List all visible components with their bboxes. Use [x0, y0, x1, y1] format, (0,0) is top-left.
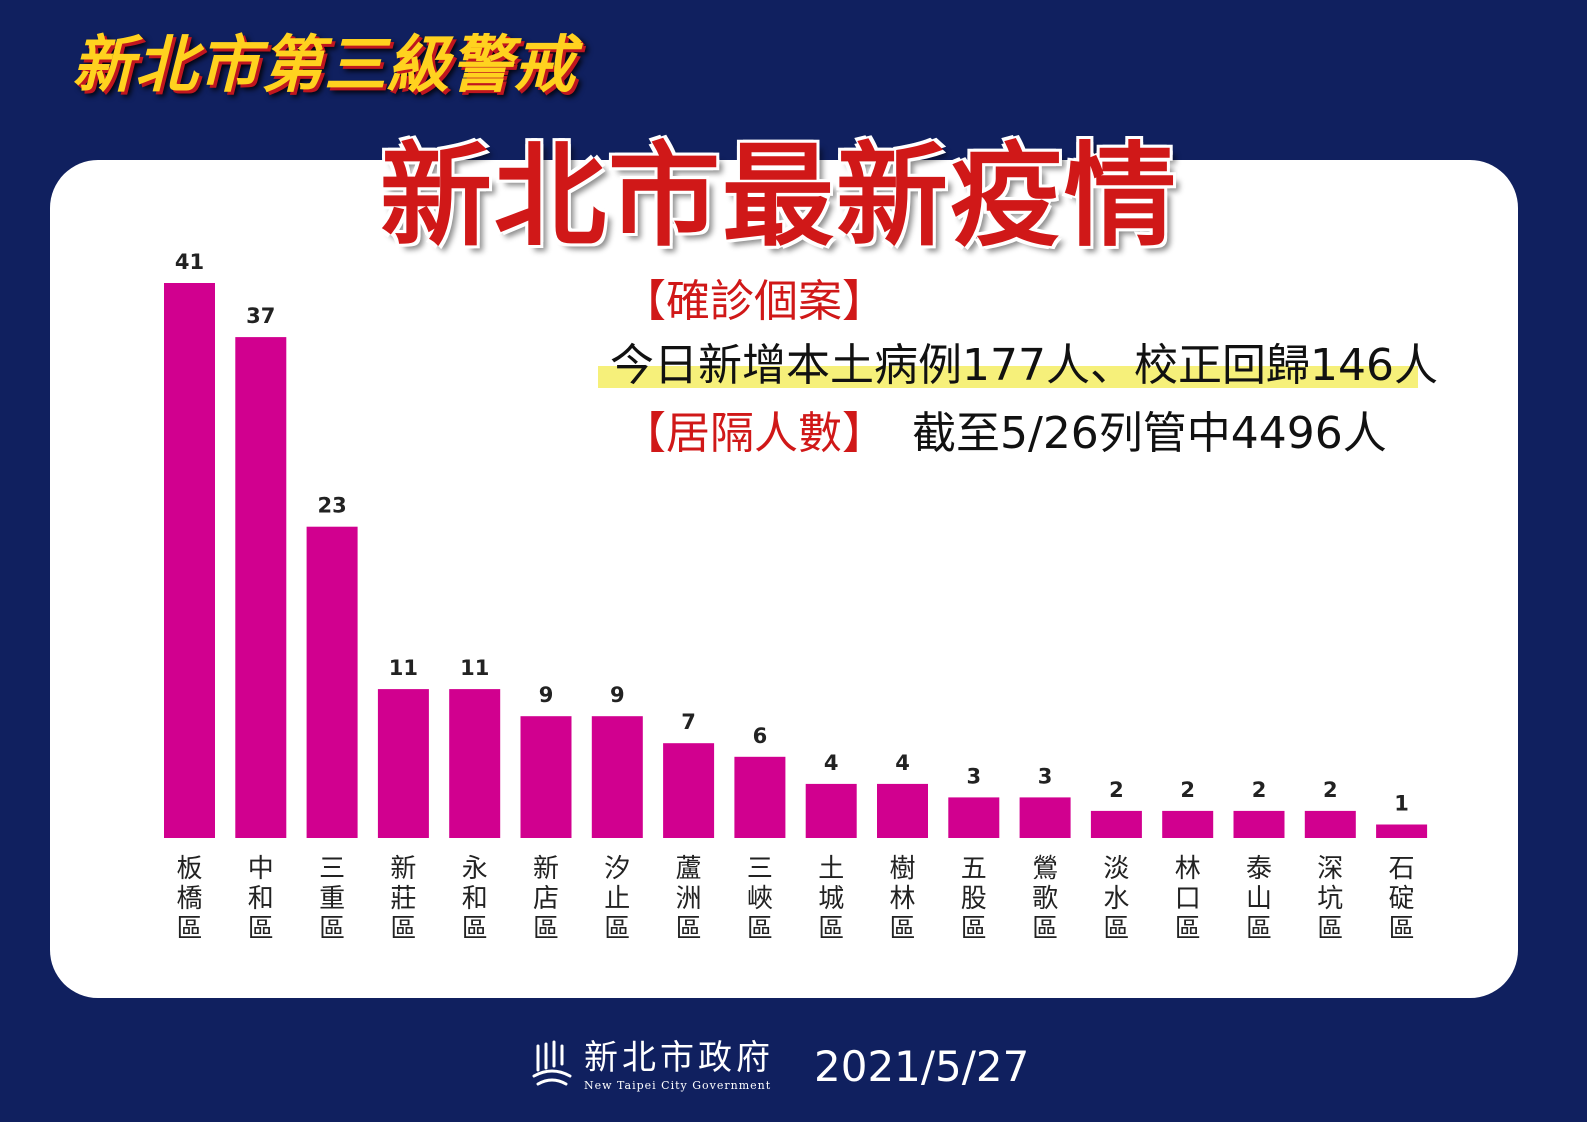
category-label: 新莊區 — [390, 854, 416, 944]
bar-value-label: 3 — [1038, 764, 1053, 788]
bar-value-label: 4 — [895, 751, 910, 775]
bar-value-label: 9 — [539, 683, 554, 707]
alert-level-banner: 新北市第三級警戒 — [72, 28, 577, 101]
category-label: 樹林區 — [889, 854, 915, 944]
category-label: 深坑區 — [1317, 854, 1343, 944]
category-label: 三峽區 — [747, 854, 773, 944]
category-label: 淡水區 — [1103, 854, 1129, 944]
category-label: 泰山區 — [1246, 854, 1272, 944]
bar-深坑區 — [1304, 810, 1356, 838]
page-title: 新北市最新疫情 — [380, 132, 1178, 262]
category-label: 永和區 — [462, 854, 488, 944]
bar-value-label: 2 — [1252, 778, 1267, 802]
quarantine-heading: 【居隔人數】 — [622, 408, 886, 459]
category-label: 鶯歌區 — [1032, 854, 1058, 944]
bar-value-label: 41 — [175, 250, 204, 274]
city-logo-icon — [532, 1040, 572, 1086]
category-label: 石碇區 — [1389, 854, 1415, 944]
bars-layer: 41板橋區37中和區23三重區11新莊區11永和區9新店區9汐止區7蘆洲區6三峽… — [164, 250, 1428, 944]
bar-value-label: 4 — [824, 751, 839, 775]
bar-樹林區 — [877, 783, 928, 838]
bar-value-label: 3 — [966, 764, 981, 788]
bar-value-label: 11 — [389, 656, 418, 680]
bar-value-label: 2 — [1323, 778, 1338, 802]
bar-新店區 — [520, 716, 572, 838]
category-label: 汐止區 — [604, 854, 630, 944]
confirmed-cases-heading: 【確診個案】 — [622, 276, 886, 327]
bar-淡水區 — [1090, 810, 1142, 838]
category-label: 板橋區 — [176, 854, 202, 944]
category-label: 林口區 — [1175, 854, 1201, 944]
bar-三峽區 — [734, 756, 786, 838]
bar-中和區 — [235, 337, 287, 838]
quarantine-text: 截至5/26列管中4496人 — [912, 408, 1387, 459]
footer-date: 2021/5/27 — [814, 1041, 1030, 1091]
category-label: 五股區 — [961, 854, 987, 944]
bar-value-label: 1 — [1394, 792, 1409, 816]
bar-板橋區 — [164, 283, 215, 838]
bar-value-label: 11 — [460, 656, 489, 680]
bar-value-label: 2 — [1109, 778, 1124, 802]
category-label: 土城區 — [818, 854, 844, 944]
bar-林口區 — [1162, 810, 1214, 838]
category-label: 新店區 — [533, 854, 559, 944]
category-label: 蘆洲區 — [676, 854, 702, 944]
bar-五股區 — [948, 797, 1000, 838]
bar-value-label: 7 — [681, 710, 696, 734]
org-name: 新北市政府 — [584, 1037, 774, 1078]
category-label: 三重區 — [319, 854, 345, 944]
highlight-marker — [598, 366, 1418, 388]
footer: 新北市政府 New Taipei City Government 2021/5/… — [530, 1036, 1029, 1096]
bar-三重區 — [306, 526, 358, 838]
org-name-en: New Taipei City Government — [584, 1078, 772, 1092]
bar-value-label: 9 — [610, 683, 625, 707]
bar-永和區 — [449, 689, 501, 838]
bar-鶯歌區 — [1019, 797, 1071, 838]
bar-泰山區 — [1233, 810, 1285, 838]
bar-土城區 — [805, 783, 857, 838]
quarantine-line: 【居隔人數】 截至5/26列管中4496人 — [622, 412, 1387, 456]
bar-蘆洲區 — [663, 743, 715, 838]
category-label: 中和區 — [248, 854, 274, 944]
daily-cases-text: 今日新增本土病例177人、校正回歸146人 — [610, 340, 1438, 391]
bar-value-label: 6 — [753, 724, 768, 748]
bar-value-label: 23 — [317, 494, 346, 518]
bar-新莊區 — [377, 689, 429, 838]
bar-汐止區 — [591, 716, 643, 838]
bar-value-label: 2 — [1180, 778, 1195, 802]
bar-value-label: 37 — [246, 304, 275, 328]
bar-石碇區 — [1376, 824, 1428, 838]
chart-panel — [50, 160, 1518, 998]
daily-cases-line: 今日新增本土病例177人、校正回歸146人 — [598, 344, 1438, 388]
